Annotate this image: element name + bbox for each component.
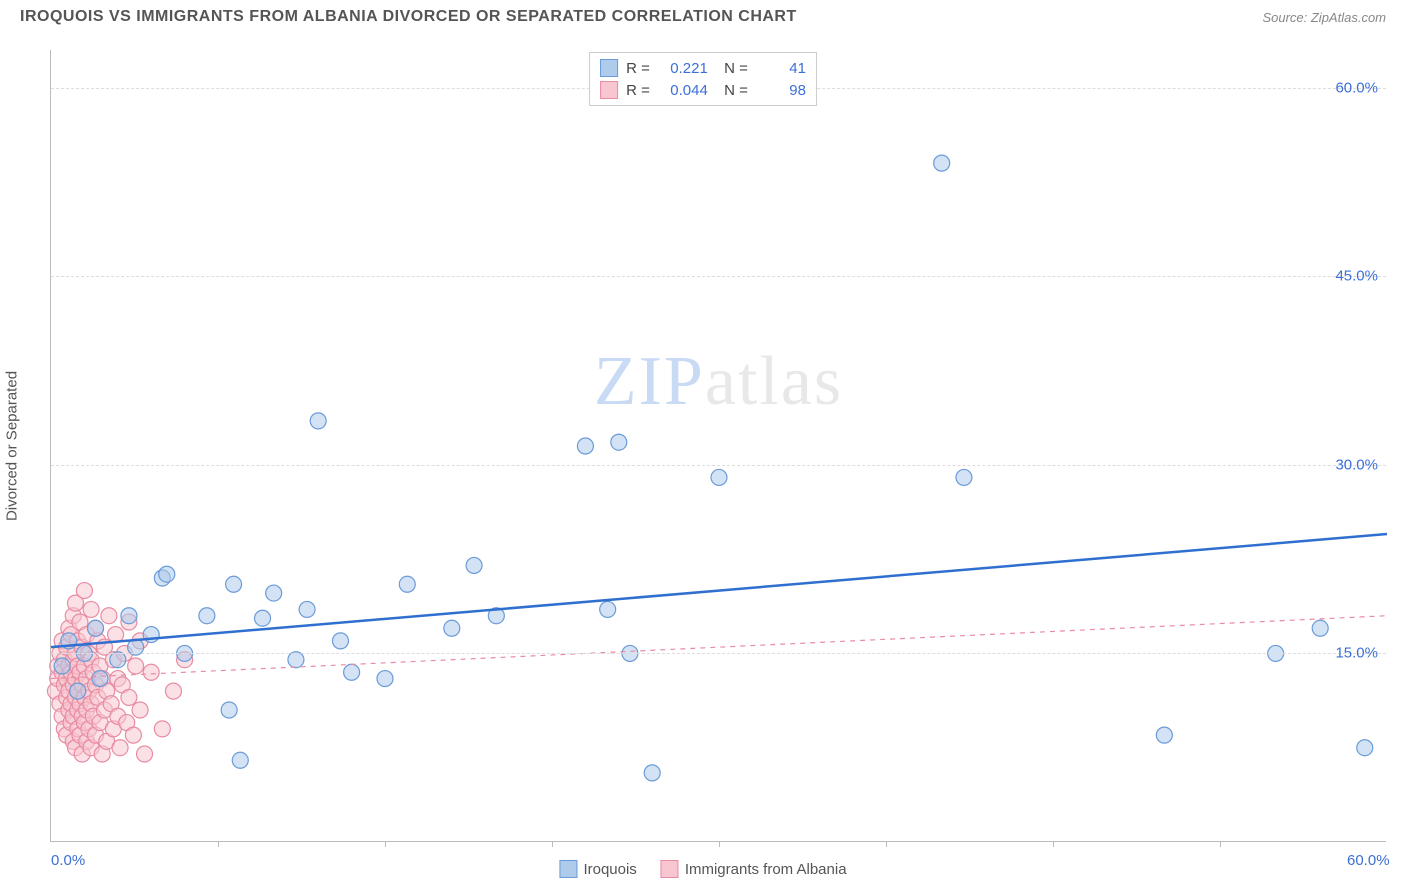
- gridline: [51, 276, 1386, 277]
- data-point: [1312, 620, 1328, 636]
- y-tick-label: 30.0%: [1335, 456, 1378, 473]
- data-point: [159, 566, 175, 582]
- series-legend: Iroquois Immigrants from Albania: [559, 860, 846, 878]
- data-point: [577, 438, 593, 454]
- x-minor-tick: [886, 841, 887, 847]
- trend-line: [51, 616, 1387, 679]
- data-point: [76, 583, 92, 599]
- data-point: [956, 469, 972, 485]
- legend-swatch: [559, 860, 577, 878]
- data-point: [154, 721, 170, 737]
- data-point: [121, 608, 137, 624]
- n-label: N =: [716, 82, 748, 99]
- legend-item: Immigrants from Albania: [661, 860, 847, 878]
- r-label: R =: [626, 60, 650, 77]
- data-point: [255, 610, 271, 626]
- data-point: [88, 620, 104, 636]
- data-point: [266, 585, 282, 601]
- r-value: 0.044: [658, 82, 708, 99]
- r-value: 0.221: [658, 60, 708, 77]
- x-minor-tick: [1053, 841, 1054, 847]
- x-tick-label: 0.0%: [51, 852, 85, 869]
- y-tick-label: 60.0%: [1335, 79, 1378, 96]
- data-point: [70, 683, 86, 699]
- data-point: [83, 601, 99, 617]
- data-point: [112, 740, 128, 756]
- y-axis-label: Divorced or Separated: [4, 371, 21, 521]
- n-label: N =: [716, 60, 748, 77]
- legend-swatch: [661, 860, 679, 878]
- x-minor-tick: [1220, 841, 1221, 847]
- data-point: [92, 671, 108, 687]
- data-point: [121, 689, 137, 705]
- data-point: [399, 576, 415, 592]
- n-value: 41: [756, 60, 806, 77]
- y-tick-label: 15.0%: [1335, 645, 1378, 662]
- gridline: [51, 465, 1386, 466]
- legend-item: Iroquois: [559, 860, 636, 878]
- legend-label: Iroquois: [583, 861, 636, 878]
- legend-swatch: [600, 59, 618, 77]
- x-tick-label: 60.0%: [1347, 852, 1390, 869]
- scatter-plot-svg: [51, 50, 1386, 841]
- data-point: [226, 576, 242, 592]
- x-minor-tick: [218, 841, 219, 847]
- x-minor-tick: [552, 841, 553, 847]
- data-point: [711, 469, 727, 485]
- data-point: [1156, 727, 1172, 743]
- data-point: [611, 434, 627, 450]
- stats-row: R = 0.044 N = 98: [600, 79, 806, 101]
- legend-swatch: [600, 81, 618, 99]
- data-point: [344, 664, 360, 680]
- r-label: R =: [626, 82, 650, 99]
- chart-title: IROQUOIS VS IMMIGRANTS FROM ALBANIA DIVO…: [20, 8, 797, 26]
- data-point: [444, 620, 460, 636]
- gridline: [51, 653, 1386, 654]
- data-point: [221, 702, 237, 718]
- data-point: [101, 608, 117, 624]
- data-point: [466, 557, 482, 573]
- data-point: [600, 601, 616, 617]
- data-point: [310, 413, 326, 429]
- data-point: [165, 683, 181, 699]
- data-point: [125, 727, 141, 743]
- stats-legend: R = 0.221 N = 41 R = 0.044 N = 98: [589, 52, 817, 106]
- trend-line: [51, 534, 1387, 647]
- data-point: [934, 155, 950, 171]
- source-attribution: Source: ZipAtlas.com: [1262, 10, 1386, 25]
- data-point: [1357, 740, 1373, 756]
- chart-plot-area: ZIPatlas 15.0%30.0%45.0%60.0%0.0%60.0%: [50, 50, 1386, 842]
- data-point: [199, 608, 215, 624]
- data-point: [332, 633, 348, 649]
- n-value: 98: [756, 82, 806, 99]
- stats-row: R = 0.221 N = 41: [600, 57, 806, 79]
- data-point: [644, 765, 660, 781]
- data-point: [143, 664, 159, 680]
- x-minor-tick: [719, 841, 720, 847]
- data-point: [132, 702, 148, 718]
- data-point: [128, 658, 144, 674]
- data-point: [377, 671, 393, 687]
- data-point: [299, 601, 315, 617]
- data-point: [54, 658, 70, 674]
- x-minor-tick: [385, 841, 386, 847]
- legend-label: Immigrants from Albania: [685, 861, 847, 878]
- data-point: [137, 746, 153, 762]
- y-tick-label: 45.0%: [1335, 268, 1378, 285]
- data-point: [232, 752, 248, 768]
